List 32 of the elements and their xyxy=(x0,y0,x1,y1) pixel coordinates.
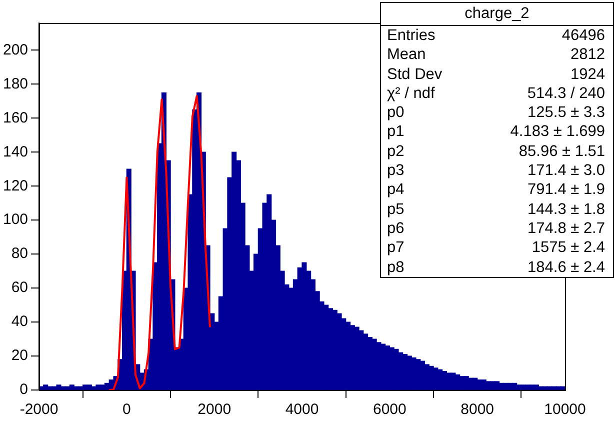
y-tick-label: 100 xyxy=(2,211,28,228)
text: Entries 46496 xyxy=(387,27,605,44)
x-tick-label: 4000 xyxy=(285,401,319,418)
text: p0 125.5 ± 3.3 xyxy=(387,104,605,122)
y-tick-label: 200 xyxy=(2,41,28,58)
legend-title: charge_2 xyxy=(381,3,613,26)
y-tick-label: 160 xyxy=(2,109,28,126)
text: p2 85.96 ± 1.51 xyxy=(387,142,605,160)
y-tick-label: 140 xyxy=(2,143,28,160)
text: χ² / ndf 514.3 / 240 xyxy=(387,84,605,102)
x-tick-label: 10000 xyxy=(544,401,586,418)
y-tick-label: 180 xyxy=(2,75,28,92)
text: p4 791.4 ± 1.9 xyxy=(387,181,605,198)
x-tick-label: 0 xyxy=(122,401,131,418)
y-tick-label: 120 xyxy=(2,177,28,194)
x-tick-label: -2000 xyxy=(20,401,58,418)
y-tick-label: 20 xyxy=(11,347,28,364)
x-tick-label: 2000 xyxy=(198,401,232,418)
y-tick-label: 0 xyxy=(20,381,28,398)
x-tick-label: 8000 xyxy=(460,401,494,418)
x-tick-label: 6000 xyxy=(372,401,406,418)
text: p6 174.8 ± 2.7 xyxy=(387,220,605,237)
text: p8 184.6 ± 2.4 xyxy=(387,258,605,276)
text: p7 1575 ± 2.4 xyxy=(387,239,605,256)
text: Std Dev 1924 xyxy=(387,66,605,83)
y-tick-label: 40 xyxy=(11,313,28,330)
text: p5 144.3 ± 1.8 xyxy=(387,200,605,218)
text: p3 171.4 ± 3.0 xyxy=(387,162,605,180)
y-tick-label: 80 xyxy=(11,245,28,262)
y-tick-label: 60 xyxy=(11,279,28,296)
text: p1 4.183 ± 1.699 xyxy=(387,123,605,140)
text: Mean 2812 xyxy=(387,46,605,64)
